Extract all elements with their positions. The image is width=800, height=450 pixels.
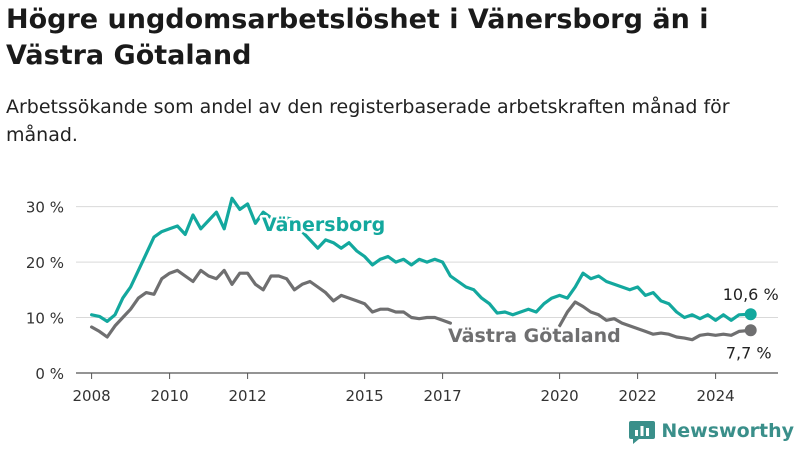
x-tick-label: 2008: [73, 387, 111, 405]
x-tick-label: 2022: [619, 387, 657, 405]
x-tick-label: 2020: [541, 387, 579, 405]
y-tick-label: 20 %: [26, 254, 64, 272]
end-point-vastra-gotaland: [744, 324, 757, 337]
brand-logo: Newsworthy: [629, 416, 794, 446]
end-point-vanersborg: [744, 308, 757, 321]
x-tick-label: 2010: [151, 387, 189, 405]
series-line-vastra-gotaland: [90, 268, 452, 339]
chart-title: Högre ungdomsarbetslöshet i Vänersborg ä…: [6, 4, 709, 71]
series-layer: [90, 196, 757, 342]
chart-subtitle: Arbetssökande som andel av den registerb…: [6, 96, 730, 146]
x-tick-label: 2024: [697, 387, 735, 405]
axis-layer: 0 % 10 % 20 % 30 % 2008 2010 2012 2015 2017 2020 2…: [26, 199, 735, 405]
y-tick-label: 30 %: [26, 199, 64, 217]
x-tick-label: 2015: [346, 387, 384, 405]
label-layer: Vänersborg Västra Götaland 10,6 % 7,7 %: [260, 212, 779, 363]
brand-name: Newsworthy: [661, 420, 794, 442]
x-tick-label: 2017: [424, 387, 462, 405]
end-value-label-vanersborg: 10,6 %: [723, 285, 779, 304]
newsworthy-logo-icon: [629, 421, 656, 444]
y-tick-label: 0 %: [35, 365, 64, 383]
series-label-vastra-gotaland: Västra Götaland: [448, 325, 621, 347]
x-tick-label: 2012: [229, 387, 267, 405]
series-line-vanersborg: [90, 196, 753, 323]
end-value-label-vastra-gotaland: 7,7 %: [726, 343, 772, 362]
y-tick-label: 10 %: [26, 310, 64, 328]
series-line-vastra-gotaland: [558, 300, 753, 342]
series-label-vanersborg: Vänersborg: [262, 214, 385, 236]
